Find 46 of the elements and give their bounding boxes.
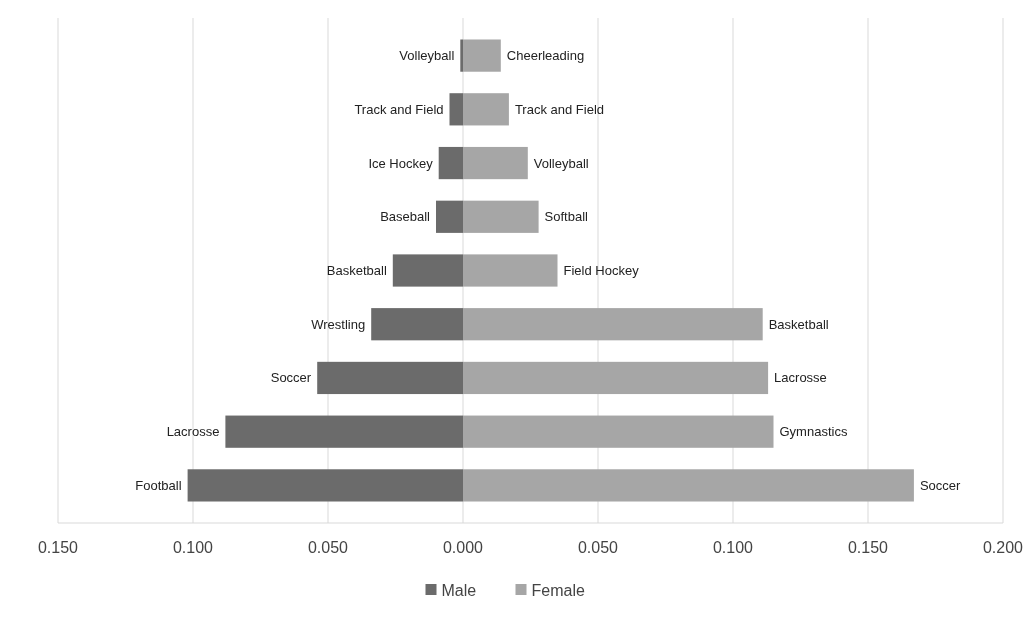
- data-label: Volleyball: [399, 48, 455, 64]
- data-label: Ice Hockey: [368, 155, 434, 171]
- data-label: Volleyball: [533, 155, 589, 171]
- bar: [463, 308, 763, 341]
- data-label: Soccer: [270, 370, 312, 386]
- data-label: Track and Field: [514, 101, 605, 117]
- legend-label: Male: [441, 581, 477, 599]
- legend-label: Female: [531, 581, 585, 599]
- data-label: Track and Field: [354, 101, 444, 117]
- data-label: Lacrosse: [774, 370, 827, 386]
- x-tick-label: 0.000: [442, 539, 484, 556]
- data-label: Gymnastics: [779, 424, 848, 440]
- data-label: Football: [135, 477, 182, 493]
- x-tick-label: 0.050: [307, 539, 349, 556]
- data-label: Softball: [544, 209, 589, 225]
- bar: [463, 39, 501, 72]
- bar: [460, 39, 463, 72]
- bar: [187, 469, 463, 502]
- data-label: Wrestling: [311, 316, 366, 332]
- data-label: Soccer: [919, 477, 962, 493]
- bar: [463, 469, 914, 502]
- bar: [463, 254, 558, 287]
- bar: [371, 308, 463, 341]
- data-label: Cheerleading: [506, 48, 585, 64]
- bar: [436, 200, 463, 233]
- data-label: Field Hockey: [563, 263, 640, 279]
- bar: [225, 415, 463, 448]
- bar: [463, 415, 774, 448]
- bar: [463, 146, 528, 180]
- data-label: Basketball: [326, 263, 387, 279]
- bar: [438, 146, 463, 180]
- bar: [392, 254, 463, 287]
- data-label: Basketball: [768, 316, 829, 332]
- x-tick-label: 0.100: [712, 539, 754, 556]
- x-tick-label: 0.150: [847, 539, 889, 556]
- x-tick-label: 0.100: [172, 539, 214, 556]
- bar: [449, 93, 463, 126]
- bar: [463, 93, 509, 126]
- data-label: Baseball: [380, 209, 431, 225]
- x-tick-label: 0.200: [982, 539, 1024, 556]
- bar: [463, 361, 769, 395]
- bar: [463, 200, 539, 233]
- data-label: Lacrosse: [166, 424, 220, 440]
- bar: [317, 361, 463, 395]
- x-tick-label: 0.150: [37, 539, 79, 556]
- x-tick-label: 0.050: [577, 539, 619, 556]
